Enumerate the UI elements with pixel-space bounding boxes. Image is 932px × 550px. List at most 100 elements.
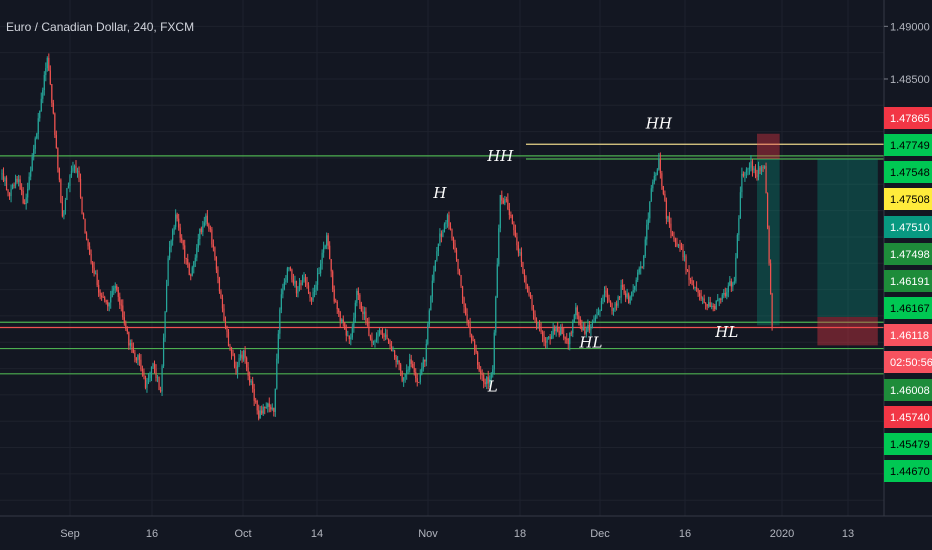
candle-body: [691, 280, 693, 286]
candle-body: [419, 374, 421, 383]
candle-body: [223, 308, 225, 321]
candle-body: [75, 166, 77, 172]
candle-body: [262, 406, 264, 414]
candle-body: [37, 118, 39, 134]
candle-body: [593, 321, 595, 323]
candle-body: [622, 284, 624, 288]
annotation-label: HH: [645, 114, 673, 132]
candle-body: [119, 296, 121, 305]
price-axis[interactable]: 1.49000 1.48500: [884, 21, 930, 86]
candle-body: [649, 201, 651, 219]
candle-body: [116, 286, 118, 291]
short-position-target-zone: [757, 159, 780, 326]
horizontal-levels: [0, 143, 884, 375]
candle-body: [578, 315, 580, 320]
candle-body: [745, 169, 748, 173]
candle-body: [197, 239, 199, 248]
candle-body: [392, 350, 394, 352]
candle-body: [487, 377, 489, 384]
candle-body: [341, 319, 343, 322]
candle-body: [563, 334, 565, 338]
candle-body: [688, 270, 690, 280]
candle-body: [140, 359, 142, 370]
candle-body: [345, 329, 347, 336]
candle-body: [13, 184, 15, 186]
x-tick-label: Sep: [60, 528, 80, 540]
candle-body: [268, 403, 270, 407]
price-tags: 1.47865 1.47749 1.47548 1.47508 1.47510 1.474…: [884, 107, 932, 482]
candle-body: [48, 57, 50, 71]
candle-body: [418, 381, 420, 383]
long-position-stop-zone: [817, 316, 878, 346]
candle-body: [289, 267, 292, 270]
candle-body: [714, 306, 716, 310]
candle-body: [551, 335, 553, 340]
candle-body: [258, 410, 260, 419]
candle-body: [406, 370, 408, 375]
candle-body: [206, 215, 208, 225]
candle-body: [27, 188, 29, 198]
candle-body: [720, 299, 722, 301]
candle-body: [132, 346, 134, 353]
candle-body: [288, 267, 290, 269]
candle-body: [561, 327, 563, 335]
candle-body: [39, 111, 41, 119]
candle-body: [733, 281, 735, 283]
candle-body: [412, 363, 414, 368]
price-tag-bg: [884, 270, 932, 292]
candle-body: [312, 291, 314, 301]
candle-body: [236, 365, 239, 373]
candle-body: [87, 239, 89, 247]
candle-body: [220, 291, 222, 299]
candle-body: [229, 346, 231, 348]
chart-title: Euro / Canadian Dollar, 240, FXCM: [6, 20, 195, 34]
candle-body: [7, 190, 9, 193]
candle-body: [377, 333, 379, 338]
candle-body: [218, 277, 221, 292]
time-axis[interactable]: Sep 16 Oct 14 Nov 18 Dec 16 2020 13: [60, 528, 854, 540]
candle-body: [111, 290, 113, 297]
candle-body: [626, 293, 628, 298]
candle-body: [233, 355, 236, 367]
candle-body: [442, 232, 444, 237]
candle-body: [250, 381, 252, 383]
candle-body: [25, 197, 27, 204]
candle-body: [185, 258, 187, 259]
candle-body: [193, 261, 195, 268]
annotation-label: L: [487, 378, 498, 396]
candle-body: [525, 277, 527, 285]
x-tick-label: 2020: [770, 528, 794, 540]
candle-body: [5, 177, 8, 191]
candle-body: [709, 302, 711, 307]
candle-body: [353, 317, 355, 328]
candle-body: [375, 337, 378, 341]
candle-body: [528, 287, 530, 296]
candle-body: [490, 373, 492, 379]
candle-body: [445, 222, 447, 225]
candle-body: [356, 290, 358, 303]
candle-body: [31, 156, 33, 171]
candle-body: [161, 366, 163, 392]
candle-body: [261, 410, 263, 414]
candle-body: [252, 381, 254, 389]
candle-body: [632, 289, 634, 293]
candle-body: [513, 224, 515, 231]
candle-body: [327, 235, 329, 246]
candle-body: [564, 337, 566, 339]
candle-body: [505, 199, 507, 201]
candle-body: [96, 273, 98, 285]
candle-body: [664, 194, 666, 201]
price-tag-label: 1.44670: [890, 466, 930, 478]
candle-body: [662, 185, 664, 195]
candle-body: [66, 188, 68, 200]
x-tick-label: 13: [842, 528, 854, 540]
candle-body: [226, 326, 228, 333]
candle-body: [661, 173, 663, 186]
candle-body: [573, 315, 575, 323]
candle-body: [354, 302, 356, 318]
candle-body: [605, 290, 607, 293]
candle-body: [702, 298, 704, 300]
candle-body: [461, 286, 464, 298]
candle-body: [472, 340, 474, 341]
